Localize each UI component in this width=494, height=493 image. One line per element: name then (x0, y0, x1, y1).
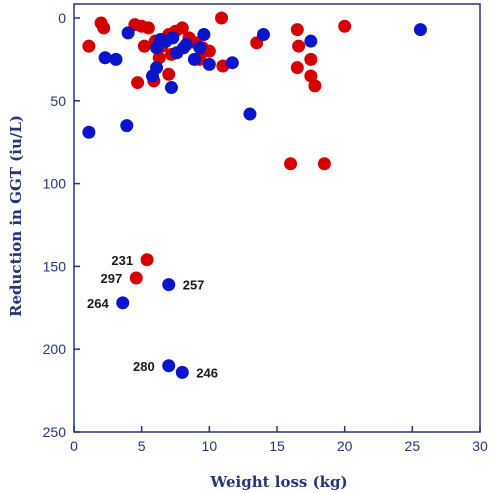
blue-data-point (82, 125, 96, 139)
blue-data-point (225, 56, 239, 70)
point-annotation: 297 (101, 271, 123, 286)
red-data-point (97, 21, 111, 35)
red-data-point (304, 69, 318, 83)
blue-data-point (243, 107, 257, 121)
red-data-point (140, 253, 154, 267)
x-tick-label: 15 (269, 438, 285, 454)
blue-data-point (166, 31, 180, 45)
annotations: 231 297 257 264 280 246 (87, 253, 218, 381)
red-data-point (284, 157, 298, 171)
axes: 0 5 10 15 20 25 30 0 50 100 150 200 250 (43, 10, 488, 454)
blue-data-point (150, 61, 164, 75)
blue-data-point (256, 28, 270, 42)
y-tick-label: 250 (43, 424, 67, 440)
red-data-point (141, 21, 155, 35)
red-data-point (131, 76, 145, 90)
blue-data-point (109, 52, 123, 66)
point-annotation: 246 (196, 365, 218, 380)
blue-data-point (98, 51, 112, 65)
red-data-point (308, 79, 322, 93)
red-data-point (137, 39, 151, 53)
blue-data-point (179, 37, 193, 51)
red-data-point (162, 67, 176, 81)
blue-data-point (162, 359, 176, 373)
y-tick-label: 50 (50, 93, 66, 109)
blue-data-point (121, 26, 135, 40)
blue-data-point (202, 57, 216, 71)
point-annotation: 231 (111, 253, 133, 268)
y-axis-label: Reduction in GGT (iu/L) (7, 115, 25, 317)
blue-data-point (120, 119, 134, 133)
y-tick-label: 0 (58, 10, 66, 26)
point-annotation: 280 (133, 359, 155, 374)
blue-data-point (175, 365, 189, 379)
red-data-point (290, 23, 304, 37)
x-tick-label: 30 (472, 438, 488, 454)
blue-data-point (197, 28, 211, 42)
red-data-point (317, 157, 331, 171)
blue-data-point (164, 81, 178, 95)
y-tick-label: 100 (43, 176, 67, 192)
red-data-point (292, 39, 306, 53)
red-data-point (152, 51, 166, 65)
blue-data-point (162, 278, 176, 292)
data-points (82, 11, 427, 379)
x-tick-label: 25 (405, 438, 421, 454)
red-data-point (215, 11, 229, 25)
red-data-point (338, 19, 352, 33)
point-annotation: 264 (87, 296, 109, 311)
blue-data-point (116, 296, 130, 310)
x-axis-label: Weight loss (kg) (209, 473, 347, 491)
blue-data-point (193, 41, 207, 55)
x-tick-label: 10 (202, 438, 218, 454)
x-tick-label: 5 (138, 438, 146, 454)
x-tick-label: 20 (337, 438, 353, 454)
point-annotation: 257 (183, 278, 205, 293)
red-data-point (290, 61, 304, 75)
blue-data-point (304, 34, 318, 48)
blue-data-point (187, 52, 201, 66)
red-data-point (304, 52, 318, 66)
y-tick-label: 150 (43, 258, 67, 274)
x-tick-label: 0 (70, 438, 78, 454)
red-data-point (175, 21, 189, 35)
y-tick-label: 200 (43, 341, 67, 357)
red-data-point (82, 39, 96, 53)
red-data-point (129, 271, 143, 285)
blue-data-point (413, 23, 427, 37)
